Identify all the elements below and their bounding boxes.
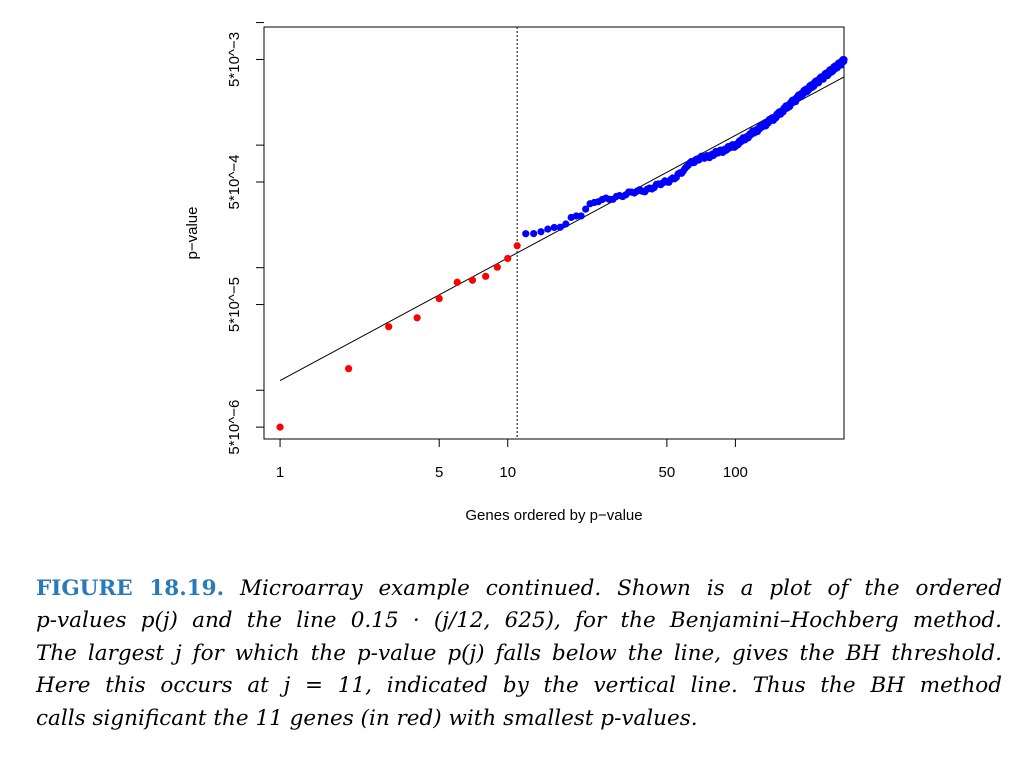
significant-gene-point xyxy=(435,294,443,303)
caption-line-1: Microarray example continued. Shown is a… xyxy=(224,576,1003,601)
significant-gene-point xyxy=(482,272,490,280)
significant-gene-point xyxy=(344,365,353,373)
figure-caption: FIGURE 18.19. Microarray example continu… xyxy=(36,573,1002,735)
y-tick-label-6: 5*10^−3 xyxy=(226,32,243,87)
significant-gene-point xyxy=(468,276,477,284)
x-tick-label-4: 100 xyxy=(723,464,748,481)
gene-point xyxy=(577,212,585,220)
caption-line-5: calls significant the 11 genes (in red) … xyxy=(36,705,698,731)
x-axis-label: Genes ordered by p−value xyxy=(465,507,642,524)
caption-line-3: The largest j for which the p-value p(j)… xyxy=(36,640,1002,666)
gene-point xyxy=(582,205,590,213)
significant-gene-point xyxy=(504,254,512,263)
caption-line-2: p-values p(j) and the line 0.15 · (j/12,… xyxy=(36,608,1002,634)
x-tick-label-0: 1 xyxy=(276,464,284,481)
gene-point xyxy=(537,228,545,236)
gene-point xyxy=(556,223,564,231)
significant-gene-point xyxy=(413,314,421,322)
plot-frame xyxy=(263,26,845,440)
significant-gene-point xyxy=(453,278,461,286)
x-tick-label-3: 50 xyxy=(659,464,676,481)
gene-point xyxy=(544,225,552,233)
figure-label: FIGURE 18.19. xyxy=(36,576,225,601)
x-tick-label-1: 5 xyxy=(435,464,443,481)
significant-gene-point xyxy=(513,242,521,250)
gene-point xyxy=(840,56,848,64)
x-tick-label-2: 10 xyxy=(499,464,516,481)
gene-point xyxy=(522,230,530,238)
significant-gene-point xyxy=(385,323,393,331)
y-tick-label-0: 5*10^−6 xyxy=(226,400,243,455)
y-tick-label-2: 5*10^−5 xyxy=(226,277,243,332)
gene-point xyxy=(550,223,558,232)
pvalue-plot: 1 5 10 50 100 5*10^−6 5*10^−5 5*10^−4 5*10^−3 G… xyxy=(184,22,848,524)
y-tick-label-4: 5*10^−4 xyxy=(226,155,243,210)
gene-point xyxy=(530,229,538,238)
caption-line-4: Here this occurs at j = 11, indicated by… xyxy=(36,673,1002,699)
gene-point xyxy=(562,220,570,228)
significant-gene-point xyxy=(276,423,284,431)
significant-gene-point xyxy=(493,263,501,271)
y-axis-label: p−value xyxy=(184,207,201,260)
